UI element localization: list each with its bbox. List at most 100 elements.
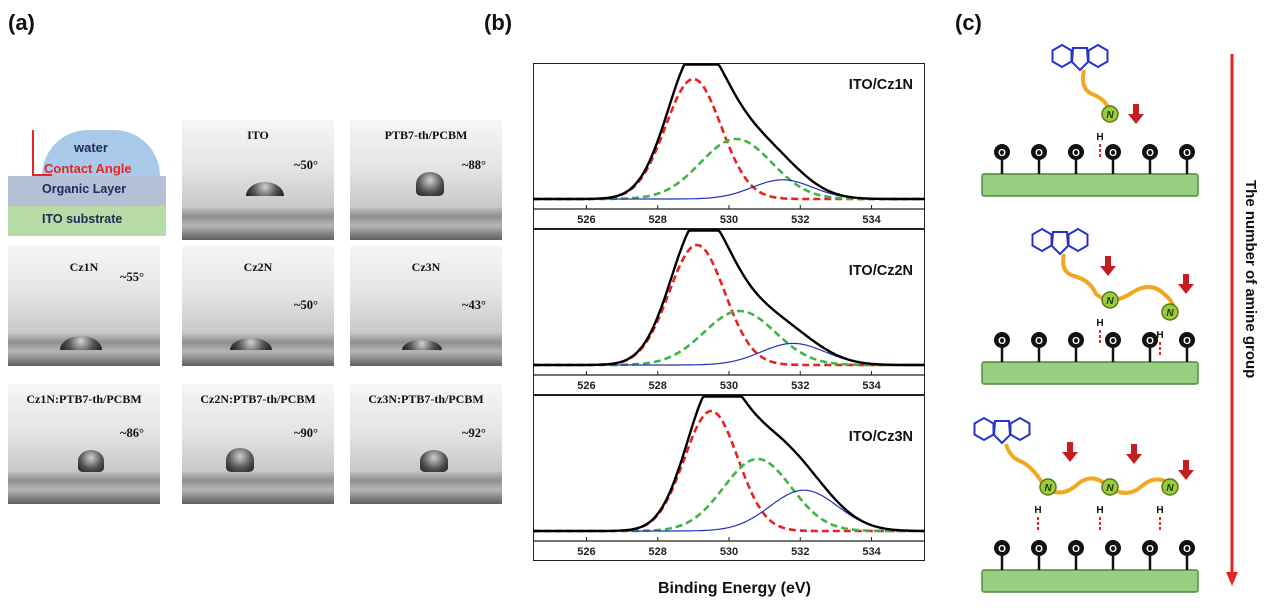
water-drop — [60, 336, 102, 350]
benzene-ring — [1067, 227, 1089, 253]
photo-angle: ~88° — [462, 158, 486, 172]
oxygen-label: O — [1072, 336, 1080, 347]
photo-title: ITO — [247, 128, 269, 142]
component-peak — [533, 342, 925, 366]
x-axis-title: Binding Energy (eV) — [658, 580, 811, 597]
xps-spectrum-cz1n: 526 528 530 532 534 ITO/Cz1N — [533, 63, 925, 229]
nitrogen-atom — [1101, 478, 1119, 496]
benzene-ring — [1087, 44, 1109, 69]
x-tick-label: 534 — [862, 380, 881, 392]
down-arrow-head — [1178, 470, 1194, 480]
x-tick-label: 532 — [791, 214, 809, 226]
photo-cz2n: Cz2N ~50° — [182, 246, 334, 366]
oxygen-label: O — [1146, 544, 1154, 555]
spectrum-label: ITO/Cz3N — [848, 429, 913, 445]
down-arrow-shaft — [1133, 104, 1139, 114]
oxygen-atom — [1105, 540, 1121, 556]
x-tick-label: 528 — [649, 214, 667, 226]
photo-angle: ~50° — [294, 298, 318, 312]
oxygen-label: O — [1183, 148, 1191, 159]
contact-angle-label: Contact Angle — [44, 161, 132, 176]
oxygen-label: O — [1072, 148, 1080, 159]
pyrrole-ring — [1050, 231, 1070, 256]
oxygen-label: O — [1109, 148, 1117, 159]
diagram-row-1: NHO O O O O O — [981, 44, 1199, 197]
x-tick-label: 532 — [791, 380, 809, 392]
water-drop — [78, 450, 104, 472]
nitrogen-atom — [1101, 291, 1119, 309]
nitrogen-label: N — [1044, 483, 1052, 494]
contact-angle-line-horizontal — [32, 174, 52, 176]
oxygen-label: O — [1183, 544, 1191, 555]
photo-cz3n: Cz3N ~43° — [350, 246, 502, 366]
down-arrow-head — [1128, 114, 1144, 124]
x-tick-label: 526 — [577, 214, 595, 226]
plot-frame — [533, 395, 925, 561]
water-drop — [230, 338, 272, 350]
oxygen-label: O — [1035, 148, 1043, 159]
down-arrow-shaft — [1067, 442, 1073, 452]
envelope-curve — [533, 229, 925, 367]
x-tick-label: 530 — [720, 214, 738, 226]
photo-angle: ~92° — [462, 426, 486, 440]
hydrogen-label: H — [1096, 318, 1103, 329]
pyrrole-ring — [992, 420, 1012, 445]
photo-title: Cz1N:PTB7-th/PCBM — [26, 392, 142, 406]
photo-angle: ~50° — [294, 158, 318, 172]
component-peak — [533, 179, 925, 200]
oxygen-atom — [1068, 540, 1084, 556]
oxygen-atom — [1142, 540, 1158, 556]
xps-spectrum-cz2n: 526 528 530 532 534 ITO/Cz2N — [533, 229, 925, 395]
oxygen-atom — [1142, 144, 1158, 160]
oxygen-label: O — [1109, 336, 1117, 347]
nitrogen-label: N — [1106, 483, 1114, 494]
photo-angle: ~86° — [120, 426, 144, 440]
x-tick-label: 526 — [577, 546, 595, 558]
benzene-ring — [1009, 416, 1031, 442]
oxygen-atom — [1105, 144, 1121, 160]
ito-substrate — [8, 206, 166, 236]
photo-cz1n-ptb7-th-pcbm: Cz1N:PTB7-th/PCBM ~86° — [8, 384, 160, 504]
component-peak — [533, 309, 925, 367]
component-peak — [533, 409, 925, 533]
photo-cz1n: Cz1N ~55° — [8, 246, 160, 366]
oxygen-atom — [1179, 332, 1195, 348]
envelope-curve — [533, 63, 925, 201]
oxygen-label: O — [1146, 148, 1154, 159]
envelope-curve — [533, 395, 925, 533]
photo-title: Cz3N:PTB7-th/PCBM — [368, 392, 484, 406]
oxygen-label: O — [1109, 544, 1117, 555]
organic-layer — [8, 176, 166, 206]
component-peak — [533, 489, 925, 532]
x-tick-label: 530 — [720, 380, 738, 392]
nitrogen-atom — [1161, 478, 1179, 496]
down-arrow-head — [1100, 266, 1116, 276]
component-peak — [533, 457, 925, 533]
down-arrow-shaft — [1183, 460, 1189, 470]
oxygen-atom — [1031, 540, 1047, 556]
water-drop — [246, 182, 284, 196]
x-tick-label: 526 — [577, 380, 595, 392]
nitrogen-label: N — [1106, 110, 1114, 121]
plot-frame — [533, 63, 925, 229]
x-tick-label: 532 — [791, 546, 809, 558]
down-arrow-shaft — [1131, 444, 1137, 454]
organic-layer-label: Organic Layer — [42, 182, 127, 196]
benzene-ring — [1031, 227, 1053, 253]
xps-spectrum-cz3n: 526 528 530 532 534 ITO/Cz3N — [533, 395, 925, 561]
oxygen-atom — [1031, 332, 1047, 348]
oxygen-label: O — [1072, 544, 1080, 555]
down-arrow-shaft — [1105, 256, 1111, 266]
photo-title: Cz2N — [243, 260, 273, 274]
ito-substrate-label: ITO substrate — [42, 212, 123, 226]
hydrogen-label: H — [1156, 505, 1163, 516]
water-drop — [420, 450, 448, 472]
arrow-head — [1226, 572, 1238, 586]
oxygen-label: O — [998, 544, 1006, 555]
nitrogen-label: N — [1166, 308, 1174, 319]
nitrogen-atom — [1161, 303, 1179, 321]
oxygen-atom — [994, 540, 1010, 556]
oxygen-atom — [1179, 144, 1195, 160]
